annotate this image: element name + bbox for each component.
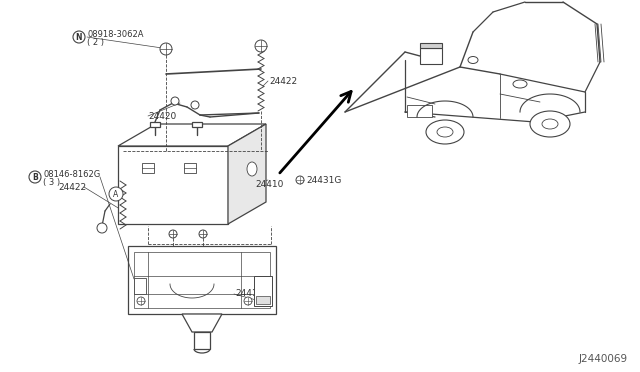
Bar [128, 246, 276, 314]
Bar [192, 122, 202, 127]
Bar [184, 163, 196, 173]
Polygon shape [182, 314, 222, 332]
Ellipse shape [530, 111, 570, 137]
Bar [150, 122, 160, 127]
Circle shape [160, 43, 172, 55]
Ellipse shape [468, 57, 478, 64]
Polygon shape [118, 124, 266, 146]
Bar [256, 296, 270, 304]
Text: B: B [32, 173, 38, 182]
Circle shape [73, 31, 85, 43]
Text: 24431G: 24431G [306, 176, 341, 185]
Text: J2440069: J2440069 [579, 354, 628, 364]
Circle shape [137, 297, 145, 305]
Text: ( 2 ): ( 2 ) [87, 38, 104, 46]
Bar [194, 332, 210, 349]
Circle shape [169, 230, 177, 238]
Circle shape [244, 297, 252, 305]
Polygon shape [118, 146, 228, 224]
Text: 24420: 24420 [148, 112, 176, 121]
Circle shape [255, 40, 267, 52]
Bar [407, 105, 432, 117]
Text: 08146-8162G: 08146-8162G [43, 170, 100, 179]
Ellipse shape [247, 162, 257, 176]
Circle shape [29, 171, 41, 183]
Text: 24410: 24410 [255, 180, 284, 189]
Bar [134, 278, 146, 294]
Text: 24422: 24422 [58, 183, 86, 192]
Bar [142, 163, 154, 173]
Circle shape [97, 223, 107, 233]
Circle shape [171, 97, 179, 105]
Bar [134, 252, 270, 308]
Text: 08918-3062A: 08918-3062A [87, 29, 143, 38]
Text: 24415: 24415 [235, 289, 264, 298]
Bar [254, 276, 272, 306]
Bar [420, 43, 442, 48]
Ellipse shape [513, 80, 527, 88]
Polygon shape [228, 124, 266, 224]
Circle shape [296, 176, 304, 184]
Bar [420, 48, 442, 64]
Ellipse shape [426, 120, 464, 144]
Ellipse shape [542, 119, 558, 129]
Text: N: N [76, 32, 83, 42]
Text: A: A [113, 189, 118, 199]
Circle shape [109, 187, 123, 201]
Ellipse shape [437, 127, 453, 137]
Circle shape [191, 101, 199, 109]
Text: 24422: 24422 [269, 77, 297, 86]
Text: ( 3 ): ( 3 ) [43, 177, 60, 186]
Circle shape [199, 230, 207, 238]
